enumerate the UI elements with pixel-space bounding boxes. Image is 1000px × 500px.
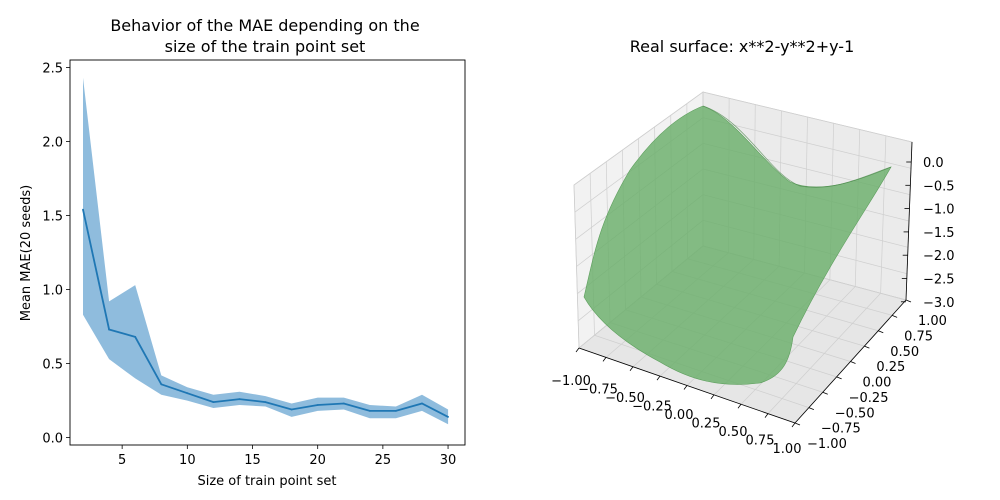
mae-x-tick-label: 5: [118, 453, 126, 468]
mae-x-tick-label: 30: [440, 453, 457, 468]
surface-x-tick-label: 0.75: [746, 434, 775, 449]
mae-data-point: [316, 404, 319, 406]
surface-y-tick-label: −0.25: [849, 391, 889, 406]
surface-x-tick-label: 0.00: [665, 408, 694, 423]
surface-x-tick-label: 1.00: [773, 442, 802, 457]
surface-x-tick-label: −0.75: [578, 383, 618, 398]
surface-y-tick-label: −0.75: [821, 422, 861, 437]
mae-y-ticks: 0.0 0.5 1.0 1.5 2.0 2.5: [42, 61, 70, 447]
mae-data-point: [238, 398, 241, 400]
mae-y-tick-label: 0.0: [42, 432, 63, 447]
surface-ridge: [702, 105, 892, 188]
mae-data-point: [264, 401, 267, 403]
pane-grid-line: [573, 91, 704, 186]
mae-data-point: [395, 410, 397, 412]
surface-x-tick-label: 0.50: [719, 425, 748, 440]
mae-chart-title-line1: Behavior of the MAE depending on the: [110, 16, 419, 35]
surface-x-tick: [683, 385, 688, 390]
mae-y-tick-label: 1.5: [42, 209, 63, 224]
surface-z-tick-label: −0.5: [923, 179, 955, 194]
surface-z-tick-label: −2.0: [923, 249, 955, 264]
surface-y-tick-label: 0.75: [904, 329, 933, 344]
surface-y-tick: [794, 422, 801, 426]
mae-data-point: [108, 328, 110, 331]
mae-chart-title-line2: size of the train point set: [165, 37, 366, 56]
surface-y-tick-label: −1.00: [807, 437, 847, 452]
surface-y-tick: [808, 407, 815, 410]
pane-grid-line: [702, 91, 913, 143]
mae-x-tick-label: 15: [244, 453, 261, 468]
mae-data-point: [447, 416, 449, 418]
mae-data-point: [186, 392, 189, 395]
mae-data-point: [368, 410, 371, 412]
mae-x-ticks: 5 10 15 20 25 30: [118, 445, 456, 468]
mae-x-tick-label: 25: [375, 453, 392, 468]
surface-y-tick: [822, 391, 828, 395]
surface-z-tick-label: −2.5: [923, 273, 955, 288]
mae-y-tick-label: 2.5: [42, 61, 63, 76]
mae-x-axis-label: Size of train point set: [197, 474, 336, 489]
mae-data-point: [160, 383, 163, 386]
mae-y-tick-label: 2.0: [42, 135, 63, 150]
mae-y-axis-label: Mean MAE(20 seeds): [19, 185, 34, 322]
mae-confidence-band: [83, 77, 449, 425]
mae-plot-area: [82, 77, 449, 425]
surface-chart-title: Real surface: x**2-y**2+y-1: [630, 37, 855, 56]
surface-x-tick-label: 0.25: [692, 417, 721, 432]
surface-z-tick-label: 0.0: [923, 156, 944, 171]
surface-z-tick-label: −3.0: [923, 296, 955, 311]
pane-grid-line: [702, 117, 912, 169]
surface-x-tick: [737, 404, 742, 409]
mae-axes-frame: [69, 59, 466, 446]
mae-data-point: [421, 402, 423, 405]
mae-data-point: [82, 208, 84, 211]
surface-y-tick: [891, 315, 898, 318]
pane-grid-line: [767, 293, 881, 414]
surface-x-tick-label: −0.25: [632, 400, 672, 415]
surface-x-tick: [602, 357, 607, 362]
surface-x-tick: [710, 394, 715, 400]
surface-x-ticks: −1.00−0.75−0.50−0.250.000.250.500.751.00: [551, 347, 802, 457]
surface-x-tick: [764, 413, 769, 418]
surface-y-tick: [864, 345, 870, 349]
mae-data-point: [342, 402, 345, 405]
surface-y-tick-label: 0.25: [876, 360, 905, 375]
mae-data-point: [134, 336, 137, 338]
mae-data-point: [212, 401, 215, 403]
mae-y-tick-label: 1.0: [42, 284, 63, 299]
mae-y-tick-label: 0.5: [42, 358, 63, 373]
surface-y-tick-label: 0.50: [890, 345, 919, 360]
surface-y-tick: [836, 376, 842, 380]
pane-grid-line: [740, 286, 856, 405]
surface-y-tick: [905, 299, 912, 303]
surface-y-tick-label: −0.50: [835, 406, 875, 421]
surface-y-tick-label: 0.00: [863, 376, 892, 391]
surface-z-tick-label: −1.0: [923, 203, 955, 218]
surface-y-tick: [878, 330, 884, 334]
mae-x-tick-label: 10: [179, 453, 196, 468]
surface-x-tick: [791, 422, 796, 428]
mae-chart: Behavior of the MAE depending on the siz…: [19, 16, 466, 489]
surface-x-tick-label: −1.00: [551, 374, 591, 389]
surface-x-tick: [575, 347, 580, 353]
surface-z-ticks: 0.0 −0.5 −1.0 −1.5 −2.0 −2.5 −3.0: [900, 156, 955, 311]
mae-data-point: [290, 408, 293, 411]
surface-x-tick-label: −0.50: [605, 391, 645, 406]
z-axis-line: [905, 141, 913, 301]
surface-y-tick: [850, 361, 856, 364]
surface-y-ticks: −1.00−0.75−0.50−0.250.000.250.500.751.00: [794, 299, 947, 452]
surface-z-tick-label: −1.5: [923, 226, 955, 241]
surface-y-tick-label: 1.00: [918, 314, 947, 329]
surface-x-tick: [656, 375, 661, 381]
surface-x-tick: [629, 366, 634, 371]
mae-x-tick-label: 20: [309, 453, 326, 468]
surface-chart: Real surface: x**2-y**2+y-1 −1.00−0.75−0…: [551, 37, 955, 457]
